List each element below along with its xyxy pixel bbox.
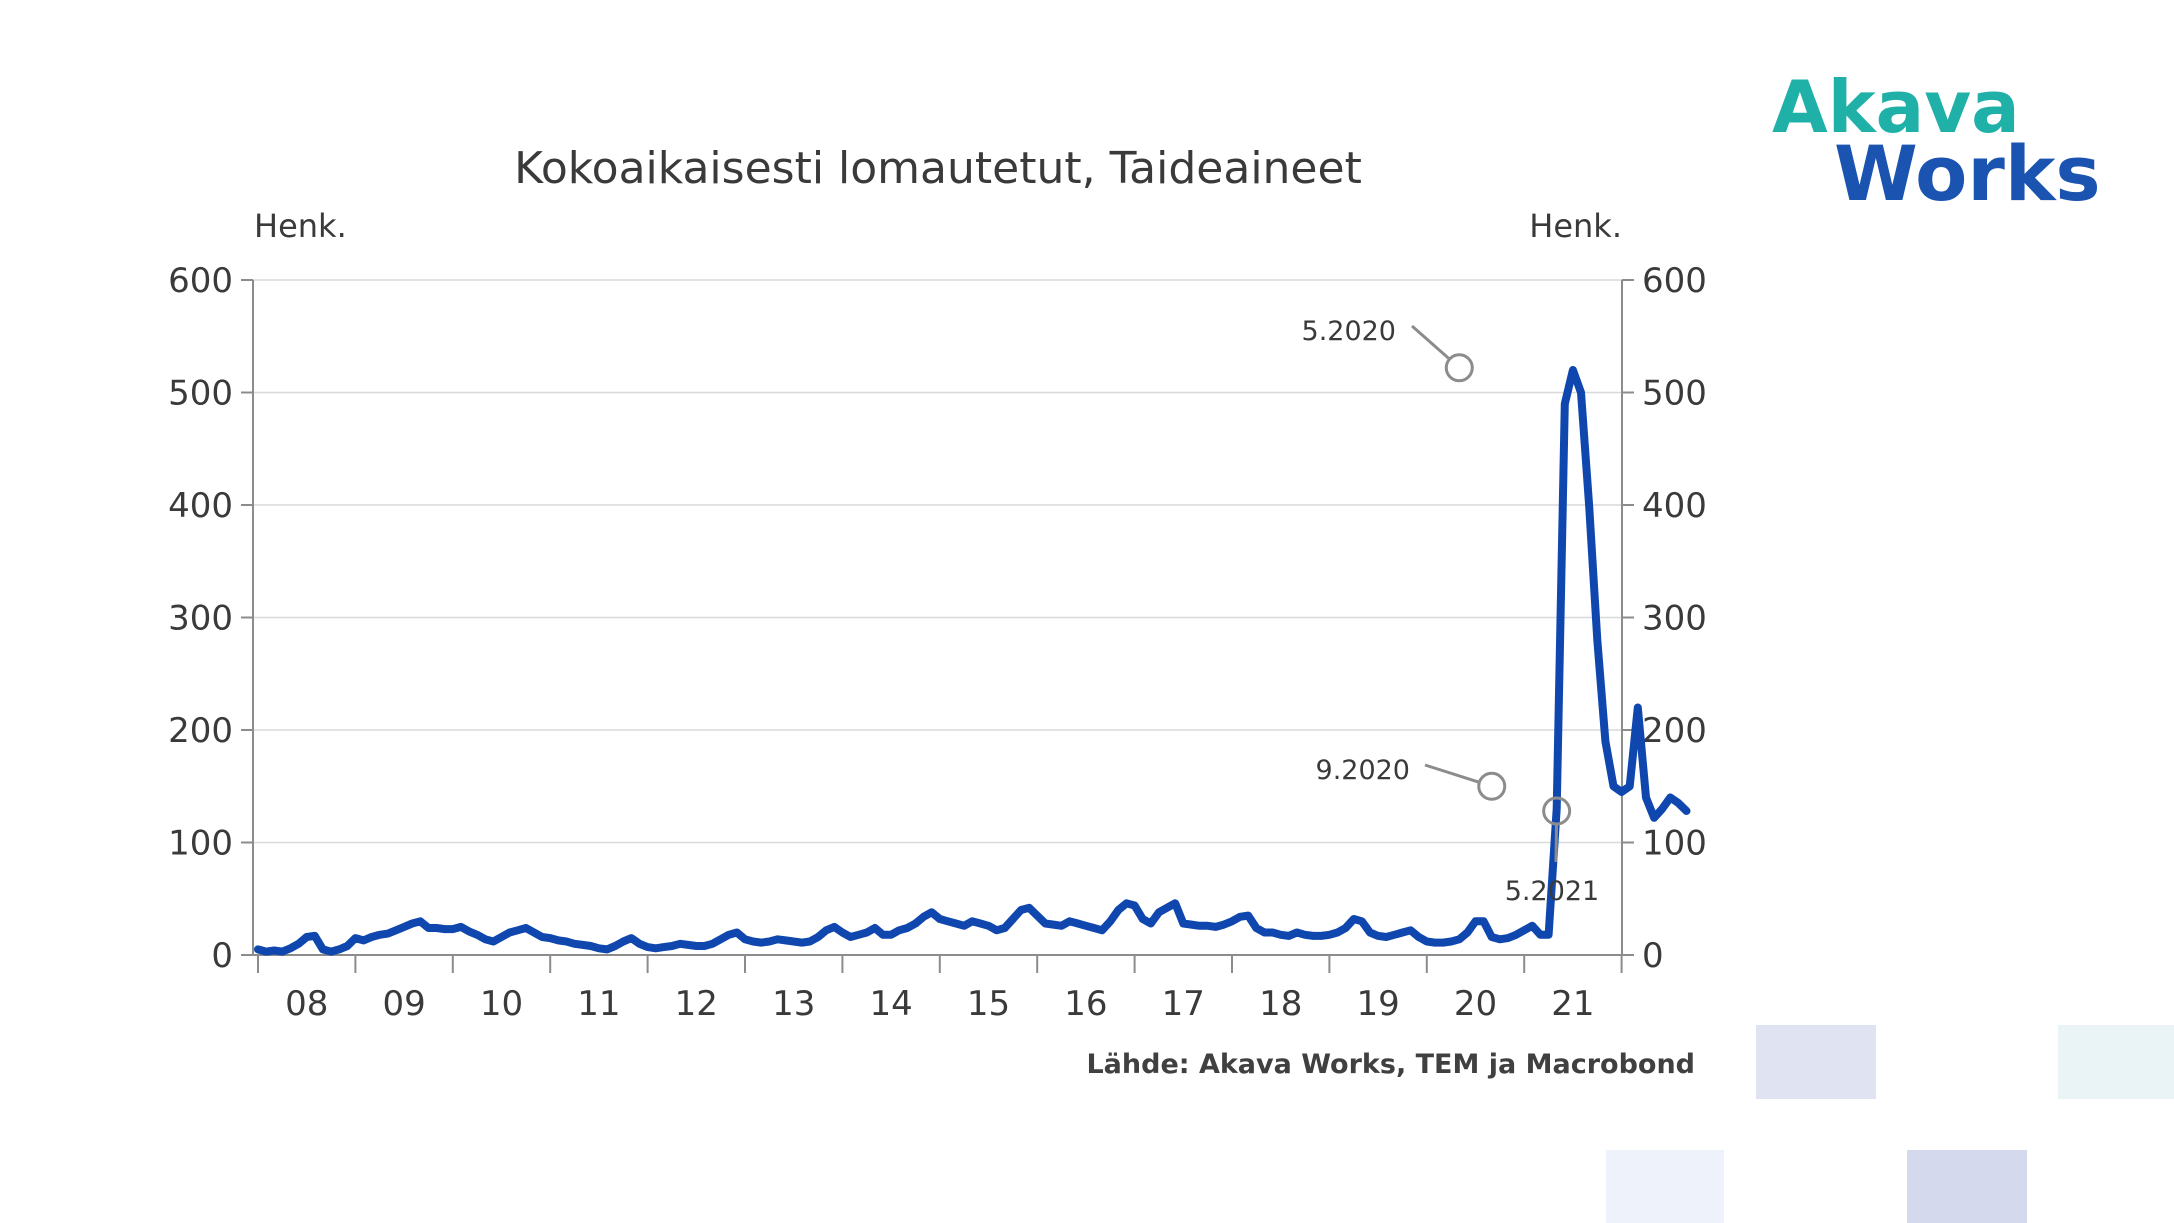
y-tick-label-right: 400	[1642, 486, 1707, 526]
annotations: 5.2020 9.2020 5.2021	[1302, 316, 1600, 907]
x-tick-label: 21	[1551, 984, 1594, 1024]
series-line	[254, 366, 1691, 956]
logo-line-2: Works	[1834, 129, 2101, 218]
y-axis-left: 0 100 200 300 400 500 600	[168, 261, 253, 976]
x-tick-label: 13	[772, 984, 815, 1024]
annotation-leader	[1411, 324, 1451, 361]
x-tick-label: 11	[577, 984, 620, 1024]
x-tick-label: 16	[1064, 984, 1107, 1024]
y-tick-label-right: 0	[1642, 936, 1664, 976]
y-tick-label-left: 600	[168, 261, 233, 301]
gridlines	[253, 279, 1622, 844]
x-tick-label: 18	[1259, 984, 1302, 1024]
annotation-marker	[1542, 796, 1572, 826]
decor-square	[1907, 1150, 2027, 1223]
x-tick-label: 12	[675, 984, 718, 1024]
y-tick-label-right: 500	[1642, 374, 1707, 414]
akava-works-logo: Akava Works	[1772, 65, 2101, 218]
decor-square	[1756, 1025, 1876, 1099]
annotation-label: 5.2020	[1302, 316, 1396, 347]
series-group	[254, 366, 1691, 956]
y-tick-label-left: 200	[168, 711, 233, 751]
x-tick-label: 19	[1356, 984, 1399, 1024]
chart-title: Kokoaikaisesti lomautetut, Taideaineet	[514, 143, 1362, 194]
source-note: Lähde: Akava Works, TEM ja Macrobond	[1086, 1049, 1695, 1080]
x-tick-label: 09	[382, 984, 425, 1024]
annotation-marker	[1477, 771, 1507, 801]
logo-line-1: Akava	[1772, 65, 2020, 149]
y-tick-label-right: 600	[1642, 261, 1707, 301]
x-tick-label: 10	[480, 984, 523, 1024]
y-tick-label-right: 100	[1642, 824, 1707, 864]
y-tick-label-left: 300	[168, 599, 233, 639]
x-tick-label: 20	[1454, 984, 1497, 1024]
y-axis-unit-left: Henk.	[254, 207, 347, 245]
y-tick-label-left: 100	[168, 824, 233, 864]
y-tick-label-left: 400	[168, 486, 233, 526]
annotation-marker	[1444, 353, 1474, 383]
y-tick-label-left: 0	[211, 936, 233, 976]
y-axis-unit-right: Henk.	[1529, 207, 1622, 245]
annotation-leader	[1424, 763, 1480, 784]
y-tick-label-right: 200	[1642, 711, 1707, 751]
x-tick-label: 17	[1162, 984, 1205, 1024]
annotation-label: 9.2020	[1316, 755, 1410, 786]
x-tick-label: 08	[285, 984, 328, 1024]
x-tick-label: 14	[869, 984, 912, 1024]
annotation-label: 5.2021	[1505, 876, 1599, 907]
y-axis-right: 0 100 200 300 400 500 600	[1622, 261, 1707, 976]
decor-square	[2058, 1025, 2174, 1099]
x-tick-label: 15	[967, 984, 1010, 1024]
x-axis: 08 09 10 11 12 13 14 15 16 17 18 19 20 21	[257, 955, 1623, 1024]
decor-square	[1606, 1150, 1724, 1223]
y-tick-label-left: 500	[168, 374, 233, 414]
y-tick-label-right: 300	[1642, 599, 1707, 639]
